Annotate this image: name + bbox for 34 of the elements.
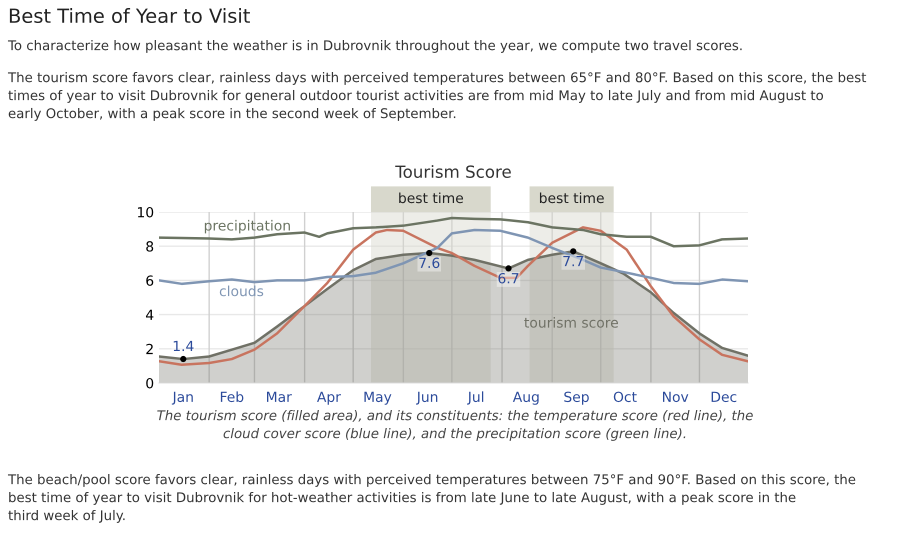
series-label: clouds <box>220 286 264 296</box>
y-tick-label: 2 <box>146 344 153 354</box>
x-tick-label: May <box>364 392 392 405</box>
x-tick-label: Nov <box>662 392 688 402</box>
y-tick-label: 0 <box>146 378 154 388</box>
x-tick-label: Mar <box>267 392 292 402</box>
text: The tourism score favors clear, rainless days with perceived temperatures between 65°F and 80°F. Based on this score, the best times of year to visit Dubrovnik for general outdoor tourist activities are from mid May to late July and from mid August to early October, with a peak score in the second week of September. <box>8 72 866 121</box>
band-label: best time <box>540 192 604 204</box>
text: To characterize how pleasant the weather is in Dubrovnik throughout the year, we compute two travel scores. <box>8 40 742 53</box>
text: The beach/pool score favors clear, rainless days with perceived temperatures between 75°F and 90°F. Based on this score, the best time of year to visit Dubrovnik for hot-weather activities is from late June to late August, with a peak score in the third week of July. <box>8 474 856 523</box>
series-label: precipitation <box>204 220 290 234</box>
x-tick-label: Jun <box>416 392 438 405</box>
x-tick-label: Oct <box>614 392 637 402</box>
y-tick-label: 4 <box>146 310 154 320</box>
y-tick-label: 6 <box>146 275 154 286</box>
x-tick-label: Feb <box>220 391 244 402</box>
data-label: 6.7 <box>498 272 518 284</box>
line-series <box>159 216 748 248</box>
band-label: best time <box>399 192 464 204</box>
x-tick-label: Sep <box>564 392 589 405</box>
data-label: 1.4 <box>174 340 194 352</box>
data-label: 7.7 <box>563 256 584 266</box>
x-tick-label: Jan <box>172 392 193 405</box>
text: Best Time of Year to Visit <box>10 8 250 24</box>
x-tick-label: Jul <box>467 391 484 405</box>
x-tick-label: Aug <box>512 392 539 405</box>
data-label: 7.6 <box>419 258 440 268</box>
chart-title: Tourism Score <box>395 165 511 178</box>
x-tick-label: Apr <box>317 392 341 405</box>
y-tick-label: 8 <box>146 241 154 252</box>
y-tick-label: 10 <box>138 206 154 218</box>
text: The tourism score (filled area), and its constituents: the temperature score (red line), the cloud cover score (blue line), and the precipitation score (green line). <box>157 410 753 441</box>
series-label: tourism score <box>524 317 618 328</box>
x-tick-label: Dec <box>712 392 736 402</box>
